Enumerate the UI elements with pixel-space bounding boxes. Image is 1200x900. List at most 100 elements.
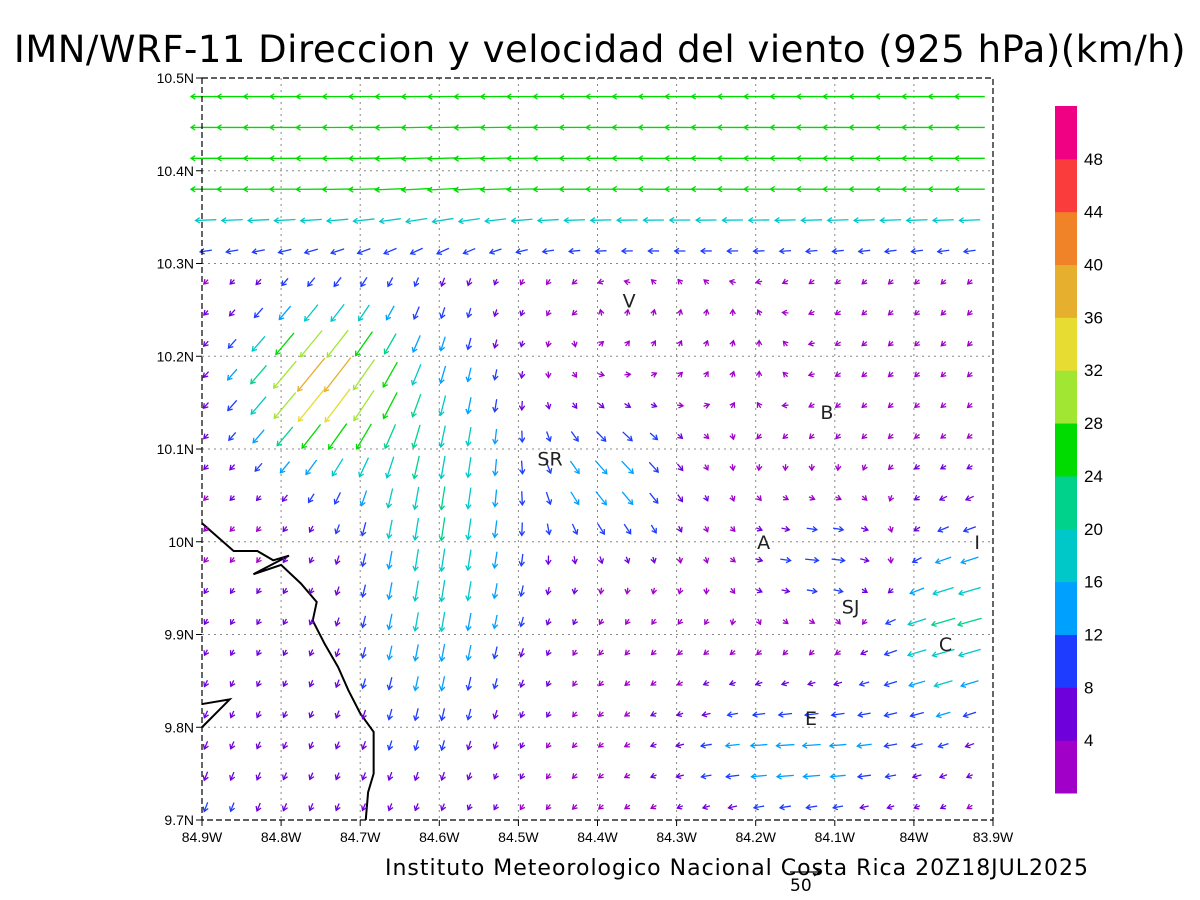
wind-vector-head (781, 309, 788, 317)
wind-vector-shaft (467, 367, 472, 382)
wind-vector-head (229, 557, 236, 564)
wind-vector-shaft (202, 371, 210, 378)
wind-vector-head (931, 217, 938, 224)
wind-vector-head (598, 340, 605, 347)
wind-vector-head (859, 803, 866, 811)
wind-vector-shaft (860, 558, 869, 562)
wind-vector (834, 402, 841, 408)
wind-vector-head (255, 774, 262, 781)
wind-vector-head (663, 93, 670, 100)
wind-vector-head (387, 774, 394, 782)
wind-vector-head (909, 711, 916, 719)
colorbar-swatch (1055, 634, 1077, 688)
wind-vector (386, 550, 393, 570)
wind-vector-head (466, 744, 473, 751)
wind-vector-head (729, 339, 736, 346)
wind-vector (307, 277, 316, 288)
wind-vector (308, 772, 315, 781)
wind-vector-shaft (305, 459, 318, 475)
wind-vector-head (883, 650, 890, 657)
wind-vector-head (703, 557, 710, 564)
wind-vector-head (958, 217, 965, 224)
wind-vector-head (936, 248, 943, 255)
wind-vector (964, 742, 975, 749)
wind-vector (242, 186, 274, 193)
wind-vector-head (663, 185, 670, 193)
wind-vector-head (650, 649, 657, 656)
wind-vector (519, 773, 526, 780)
wind-vector-head (675, 772, 682, 780)
wind-vector (308, 803, 315, 812)
wind-vector-head (242, 93, 249, 100)
wind-vector-shaft (335, 803, 340, 811)
wind-vector (360, 772, 367, 781)
wind-vector-head (352, 384, 359, 391)
wind-vector-head (229, 619, 236, 626)
wind-vector-head (826, 217, 833, 224)
wind-vector-head (913, 494, 920, 501)
wind-vector-head (914, 278, 921, 285)
wind-vector-shaft (911, 743, 923, 748)
wind-vector (769, 155, 801, 162)
wind-vector-head (295, 93, 301, 100)
wind-vector-head (900, 93, 907, 100)
wind-vector (754, 278, 763, 285)
wind-vector-head (303, 248, 310, 255)
wind-vector-shaft (542, 249, 555, 253)
wind-vector-head (202, 775, 209, 782)
wind-vector (940, 278, 947, 285)
wind-vector (677, 587, 684, 595)
wind-vector-head (400, 155, 407, 162)
wind-vector-shaft (439, 365, 447, 384)
wind-vector-head (203, 650, 210, 657)
wind-vector-head (769, 124, 776, 131)
wind-vector-shaft (331, 458, 344, 476)
wind-vector (360, 678, 367, 690)
wind-vector-head (216, 93, 222, 100)
wind-vector (356, 248, 371, 256)
wind-vector (465, 644, 472, 662)
wind-vector (308, 710, 315, 719)
wind-vector (435, 247, 450, 256)
wind-vector-head (203, 712, 209, 719)
wind-vector-shaft (933, 219, 954, 222)
wind-vector-head (347, 93, 354, 100)
wind-vector (378, 217, 401, 225)
wind-vector (833, 587, 844, 595)
wind-vector (203, 679, 210, 688)
wind-vector (724, 742, 740, 749)
wind-vector-head (361, 805, 368, 812)
wind-vector (729, 339, 736, 347)
wind-vector-head (334, 805, 341, 812)
wind-vector-head (439, 774, 446, 782)
wind-vector-shaft (298, 389, 325, 422)
wind-vector-shaft (493, 709, 498, 719)
wind-vector (676, 308, 684, 316)
wind-vector (272, 360, 297, 389)
wind-vector (492, 678, 499, 690)
wind-vector (505, 155, 538, 162)
wind-vector-head (861, 618, 868, 625)
wind-vector-shaft (335, 586, 340, 596)
wind-vector-head (519, 310, 526, 317)
wind-vector-head (308, 743, 315, 750)
wind-vector-shaft (353, 389, 375, 421)
wind-vector (829, 773, 846, 780)
wind-vector-head (374, 186, 380, 193)
wind-vector (572, 618, 579, 626)
wind-vector-head (874, 93, 881, 100)
wind-vector-shaft (357, 248, 371, 254)
wind-vector-head (386, 654, 393, 661)
wind-vector (598, 371, 606, 378)
wind-vector (756, 433, 763, 440)
wind-vector (914, 278, 921, 285)
wind-vector-head (518, 373, 526, 380)
wind-vector-head (357, 315, 364, 322)
wind-vector-head (962, 526, 969, 533)
wind-vector-head (412, 625, 419, 633)
wind-vector-head (256, 681, 262, 688)
wind-vector-head (256, 619, 262, 626)
wind-vector (623, 279, 631, 286)
wind-vector-head (834, 278, 841, 285)
wind-vector-head (505, 124, 512, 131)
